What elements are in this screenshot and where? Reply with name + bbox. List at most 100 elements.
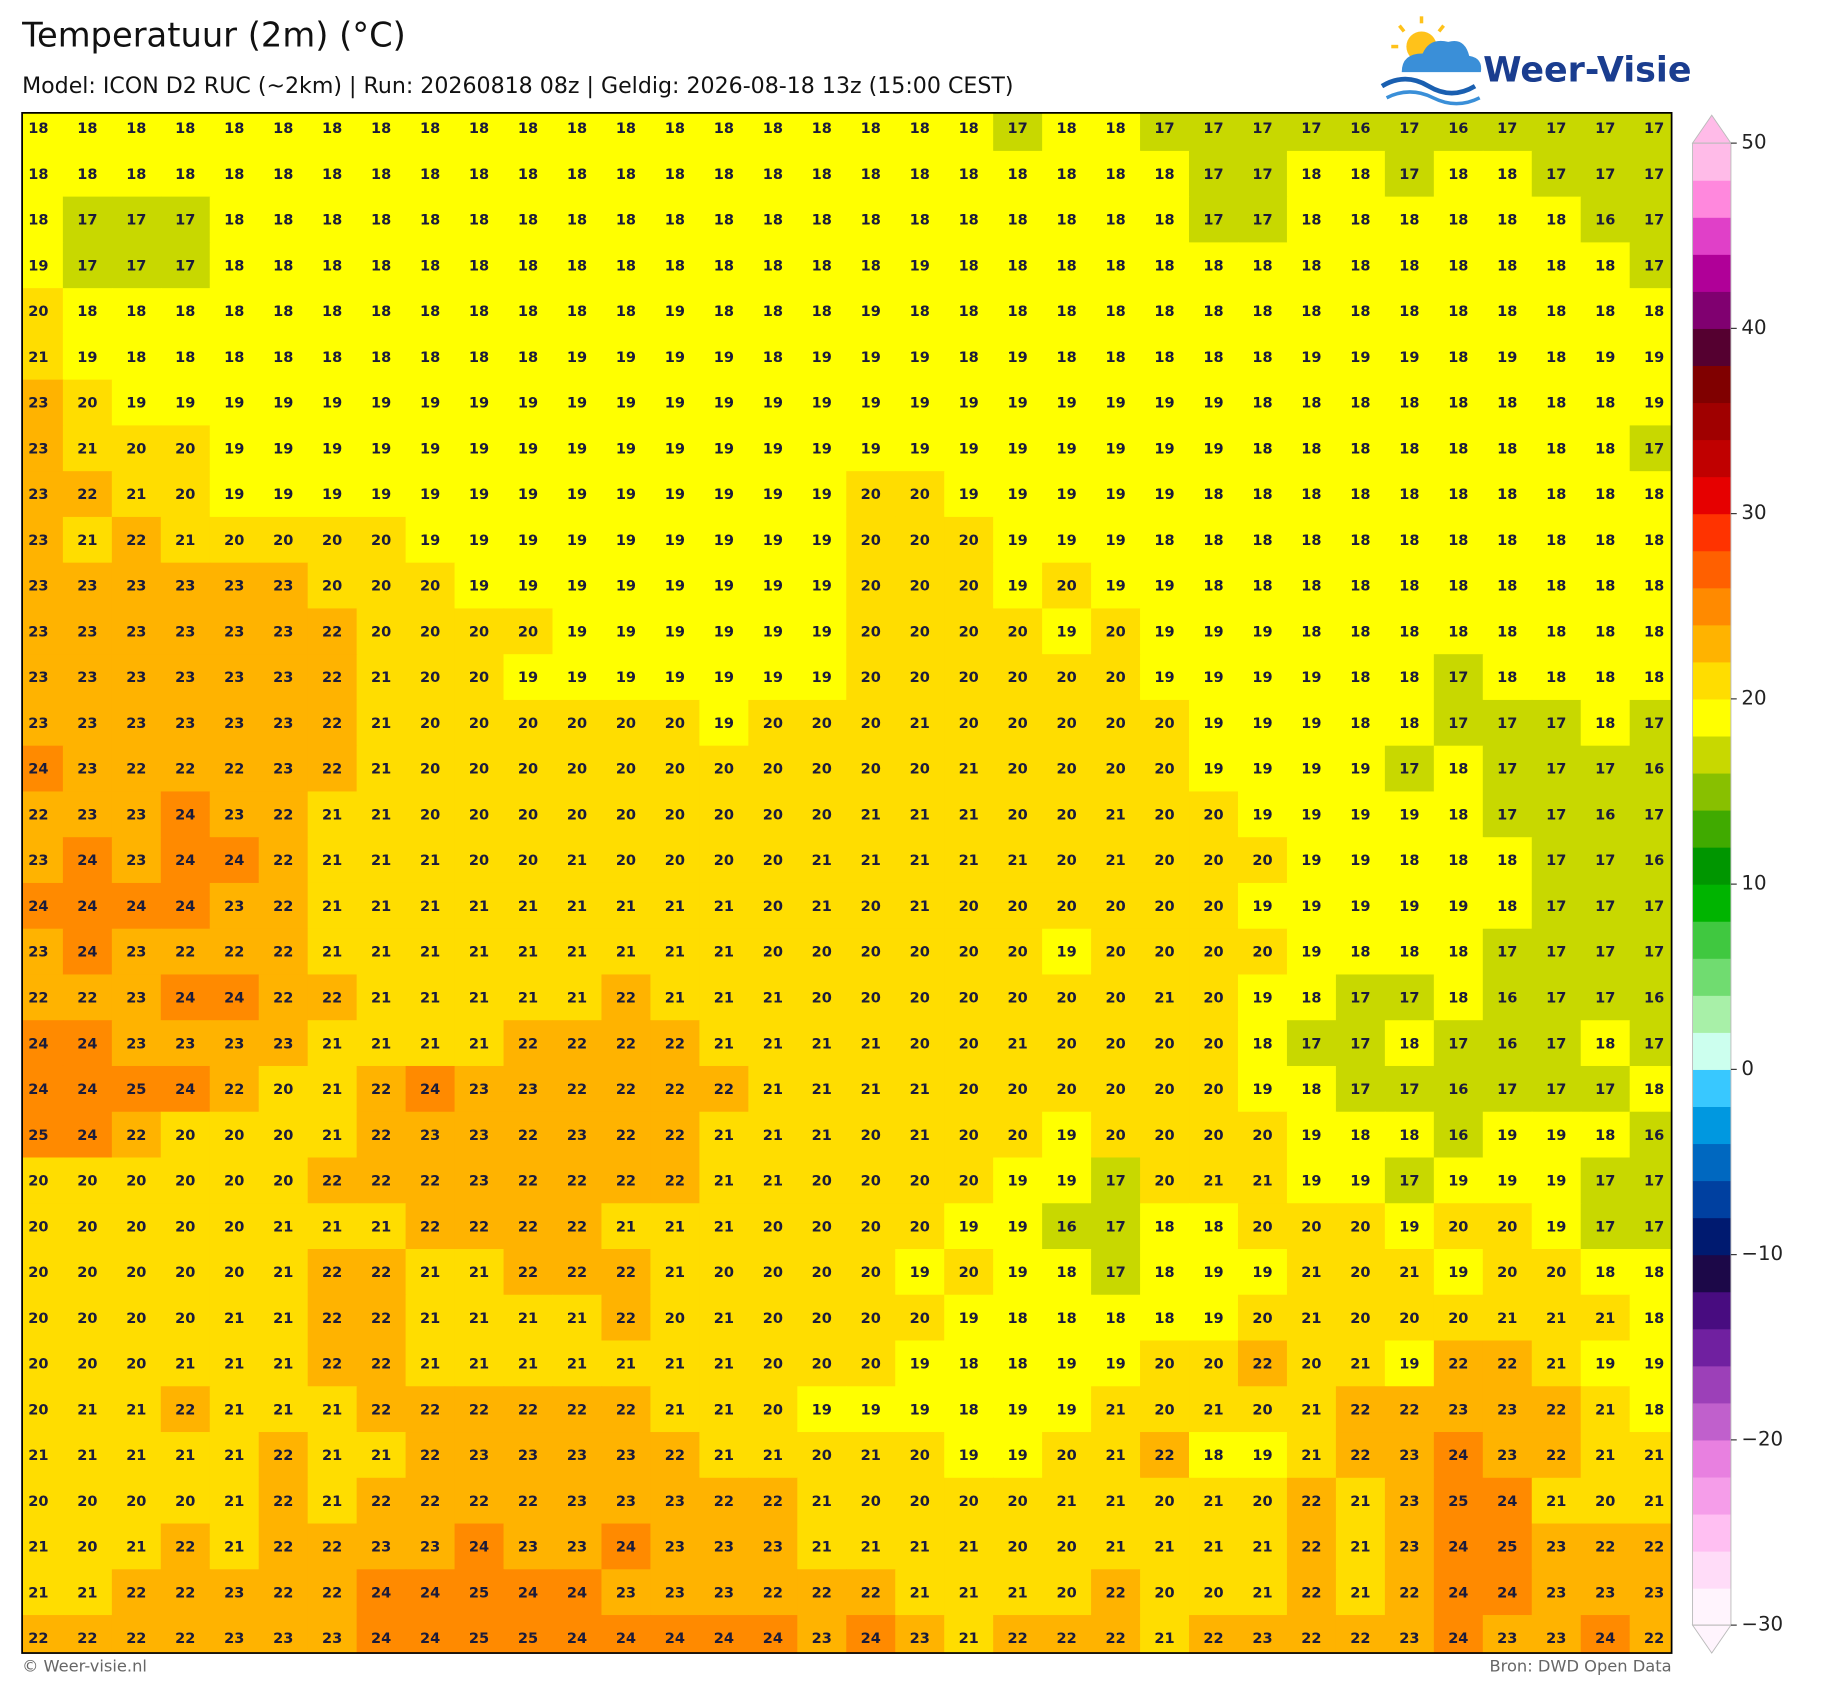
temperature-cell — [1482, 837, 1533, 884]
temperature-label: 21 — [322, 945, 342, 961]
temperature-label: 21 — [763, 991, 783, 1007]
temperature-cell — [356, 1065, 407, 1113]
temperature-cell — [1237, 1065, 1288, 1113]
temperature-label: 21 — [1350, 1357, 1370, 1373]
temperature-cell — [1091, 379, 1141, 427]
colorbar-segment — [1692, 1291, 1731, 1330]
temperature-cell — [895, 1065, 945, 1113]
temperature-label: 21 — [812, 1540, 832, 1556]
temperature-cell — [1042, 196, 1092, 244]
temperature-cell — [1140, 1615, 1190, 1654]
temperature-label: 20 — [1105, 945, 1125, 961]
temperature-label: 17 — [1546, 1082, 1566, 1098]
temperature-label: 20 — [861, 1311, 881, 1327]
temperature-cell — [356, 791, 407, 838]
temperature-label: 20 — [1056, 670, 1076, 686]
temperature-label: 19 — [665, 350, 685, 366]
temperature-label: 20 — [714, 762, 734, 778]
temperature-label: 19 — [1056, 624, 1076, 640]
temperature-label: 20 — [371, 533, 391, 549]
temperature-cell — [307, 1157, 358, 1204]
temperature-label: 23 — [224, 899, 244, 915]
temperature-cell — [552, 1157, 603, 1204]
temperature-cell — [1042, 837, 1092, 884]
temperature-label: 18 — [1546, 579, 1566, 595]
colorbar-segment — [1692, 921, 1731, 959]
temperature-cell — [1042, 1569, 1092, 1616]
temperature-label: 18 — [1595, 1128, 1615, 1144]
temperature-label: 17 — [1301, 121, 1321, 137]
temperature-cell — [356, 562, 407, 610]
temperature-label: 22 — [469, 1494, 489, 1510]
temperature-cell — [993, 425, 1043, 472]
temperature-cell — [601, 196, 652, 244]
temperature-cell — [1189, 562, 1239, 610]
temperature-label: 21 — [567, 853, 587, 869]
temperature-cell — [1482, 608, 1533, 655]
temperature-cell — [454, 1065, 505, 1113]
temperature-label: 20 — [812, 1311, 832, 1327]
temperature-cell — [62, 974, 113, 1021]
temperature-cell — [1286, 745, 1337, 793]
temperature-cell — [405, 1157, 456, 1204]
temperature-cell — [454, 471, 505, 518]
temperature-cell — [601, 471, 652, 518]
temperature-cell — [22, 1294, 64, 1342]
temperature-label: 22 — [567, 1219, 587, 1235]
temperature-cell — [1433, 150, 1484, 198]
temperature-label: 19 — [224, 487, 244, 503]
temperature-label: 22 — [616, 1128, 636, 1144]
temperature-label: 20 — [861, 624, 881, 640]
temperature-cell — [1091, 196, 1141, 244]
temperature-cell — [699, 379, 750, 427]
temperature-cell — [356, 1157, 407, 1204]
temperature-cell — [62, 1157, 113, 1204]
temperature-cell — [1384, 882, 1435, 930]
temperature-label: 18 — [469, 167, 489, 183]
temperature-label: 21 — [665, 945, 685, 961]
temperature-label: 24 — [420, 1082, 440, 1098]
temperature-cell — [1140, 1020, 1190, 1067]
temperature-label: 20 — [518, 807, 538, 823]
temperature-cell — [1384, 150, 1435, 198]
temperature-cell — [1286, 1203, 1337, 1250]
temperature-cell — [454, 654, 505, 701]
temperature-cell — [160, 562, 211, 610]
temperature-label: 18 — [1448, 807, 1468, 823]
temperature-cell — [601, 974, 652, 1021]
temperature-label: 19 — [1448, 899, 1468, 915]
temperature-cell — [356, 150, 407, 198]
colorbar-segment — [1692, 1032, 1731, 1070]
temperature-cell — [1042, 928, 1092, 976]
temperature-cell — [895, 654, 945, 701]
temperature-label: 21 — [518, 899, 538, 915]
temperature-cell — [454, 928, 505, 976]
temperature-cell — [356, 745, 407, 793]
temperature-label: 21 — [322, 853, 342, 869]
temperature-cell — [993, 928, 1043, 976]
temperature-cell — [1091, 112, 1141, 152]
temperature-label: 22 — [371, 1494, 391, 1510]
temperature-label: 21 — [959, 762, 979, 778]
temperature-label: 21 — [959, 853, 979, 869]
temperature-label: 21 — [616, 945, 636, 961]
temperature-cell — [650, 242, 701, 289]
temperature-label: 24 — [420, 1631, 440, 1647]
temperature-cell — [307, 1294, 358, 1342]
temperature-label: 19 — [518, 487, 538, 503]
temperature-label: 22 — [1350, 1402, 1370, 1418]
temperature-cell — [1286, 288, 1337, 335]
temperature-cell — [1335, 1569, 1386, 1616]
temperature-label: 20 — [1252, 1219, 1272, 1235]
temperature-label: 20 — [1056, 991, 1076, 1007]
temperature-cell — [601, 1111, 652, 1159]
temperature-cell — [1091, 150, 1141, 198]
temperature-label: 19 — [1008, 350, 1028, 366]
temperature-label: 21 — [1008, 1585, 1028, 1601]
temperature-cell — [1091, 837, 1141, 884]
temperature-cell — [699, 196, 750, 244]
temperature-cell — [1286, 1386, 1337, 1433]
temperature-cell — [1189, 516, 1239, 564]
temperature-label: 22 — [518, 1174, 538, 1190]
temperature-label: 21 — [1644, 1494, 1664, 1510]
